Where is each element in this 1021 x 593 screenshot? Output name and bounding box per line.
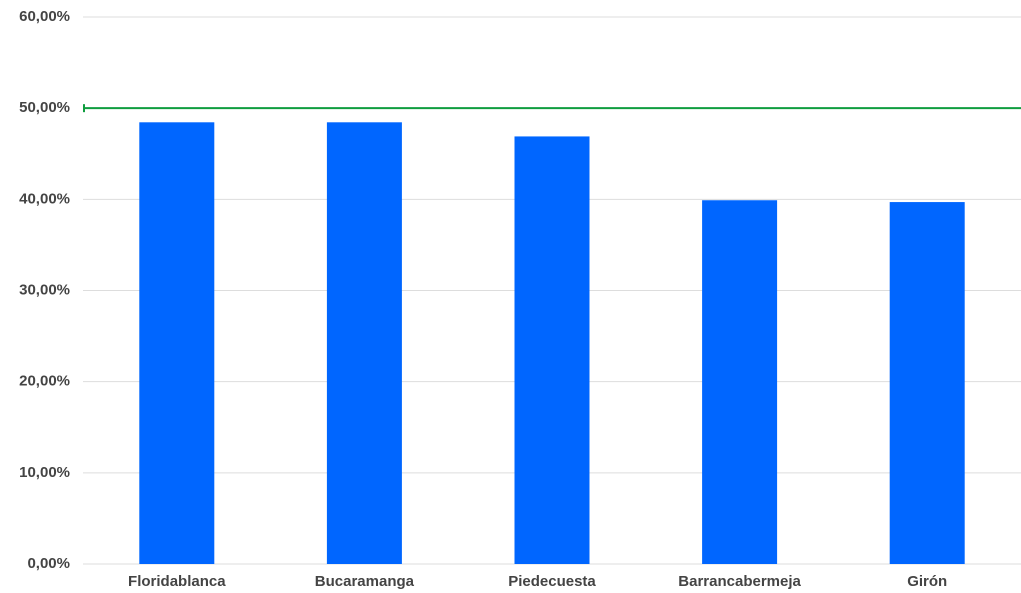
y-tick-label: 10,00% xyxy=(19,464,70,481)
x-tick-label: Floridablanca xyxy=(128,573,226,590)
y-tick-label: 40,00% xyxy=(19,190,70,207)
x-tick-label: Barrancabermeja xyxy=(678,573,801,590)
y-tick-label: 30,00% xyxy=(19,281,70,298)
y-tick-label: 50,00% xyxy=(19,99,70,116)
x-tick-label: Piedecuesta xyxy=(508,573,596,590)
y-tick-label: 60,00% xyxy=(19,8,70,25)
y-tick-label: 20,00% xyxy=(19,373,70,390)
bar xyxy=(889,202,965,564)
x-tick-label: Girón xyxy=(907,573,947,590)
bar xyxy=(514,136,590,564)
bar xyxy=(326,122,402,565)
bar xyxy=(702,200,778,564)
bar xyxy=(139,122,215,565)
y-tick-label: 0,00% xyxy=(27,555,70,572)
x-tick-label: Bucaramanga xyxy=(315,573,415,590)
